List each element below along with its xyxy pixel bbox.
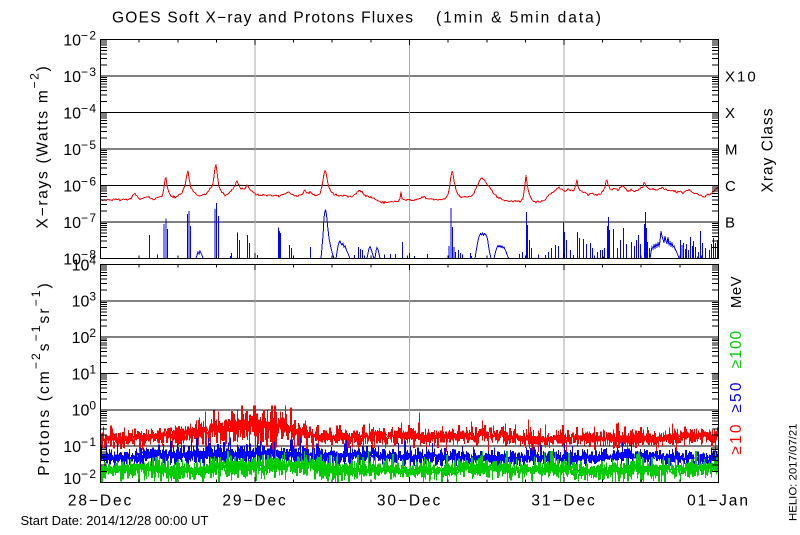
svg-text:Start Date: 2014/12/28 00:00 U: Start Date: 2014/12/28 00:00 UT [21, 513, 209, 528]
svg-text:01−Jan: 01−Jan [687, 493, 750, 510]
svg-text:MeV: MeV [728, 276, 745, 308]
svg-text:≥100: ≥100 [728, 330, 745, 368]
svg-text:M: M [725, 142, 740, 159]
svg-text:≥10: ≥10 [728, 422, 745, 454]
svg-text:31−Dec: 31−Dec [531, 493, 596, 510]
svg-text:X10: X10 [725, 69, 758, 86]
svg-text:HELIO: 2017/07/21: HELIO: 2017/07/21 [788, 423, 800, 521]
svg-text:C: C [725, 178, 738, 195]
svg-text:≥50: ≥50 [728, 380, 745, 412]
svg-text:28−Dec: 28−Dec [68, 493, 133, 510]
svg-text:(1min & 5min data): (1min & 5min data) [436, 10, 603, 27]
svg-text:X: X [725, 105, 737, 122]
svg-text:GOES Soft X−ray and Protons Fl: GOES Soft X−ray and Protons Fluxes [112, 10, 414, 27]
svg-text:Xray Class: Xray Class [760, 108, 777, 193]
svg-text:B: B [725, 215, 737, 232]
svg-text:30−Dec: 30−Dec [377, 493, 442, 510]
svg-text:29−Dec: 29−Dec [222, 493, 287, 510]
